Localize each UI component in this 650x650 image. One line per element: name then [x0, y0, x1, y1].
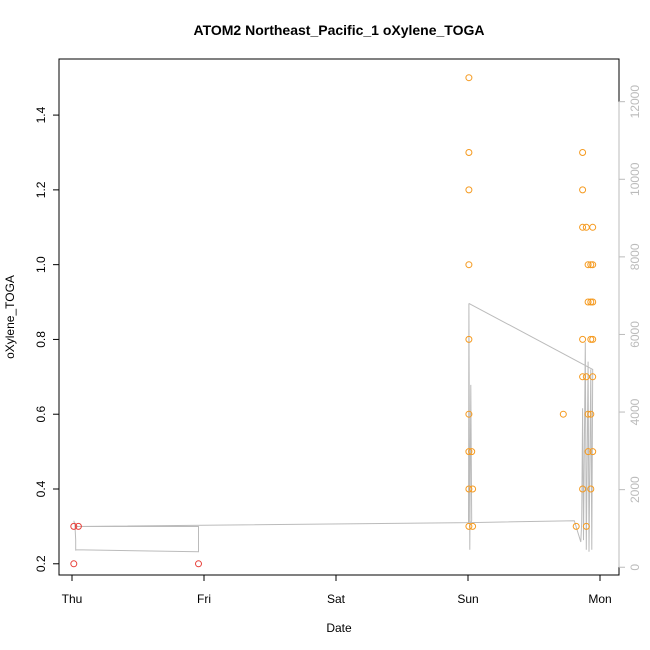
y2-tick-label: 12000 [628, 85, 642, 119]
data-point [589, 223, 597, 231]
x-axis-label: Date [326, 621, 352, 635]
data-point [579, 335, 587, 343]
points-layer [70, 74, 597, 568]
data-point [589, 373, 597, 381]
data-point [465, 261, 473, 269]
data-point [579, 223, 587, 231]
data-point [589, 261, 597, 269]
y-axis: 0.2 0.4 0.6 0.8 1.0 1.2 1.4 [34, 106, 60, 572]
data-point [469, 522, 477, 530]
data-point [587, 485, 595, 493]
y-tick-label: 1.2 [34, 181, 48, 198]
data-point [465, 410, 473, 418]
y2-tick-label: 8000 [628, 243, 642, 270]
y2-tick-label: 6000 [628, 321, 642, 348]
y-tick-label: 0.4 [34, 480, 48, 497]
secondary-y-axis: 0 2000 4000 6000 8000 10000 12000 [618, 85, 642, 571]
y2-tick-label: 10000 [628, 162, 642, 196]
data-point [465, 335, 473, 343]
data-point [589, 448, 597, 456]
x-tick-label: Fri [197, 592, 211, 606]
data-point [579, 373, 587, 381]
x-axis: Thu Fri Sat Sun Mon [62, 574, 612, 606]
x-tick-label: Sat [327, 592, 346, 606]
data-point [70, 522, 78, 530]
data-point [465, 448, 473, 456]
data-point [465, 74, 473, 82]
x-tick-label: Thu [62, 592, 83, 606]
data-point [465, 186, 473, 194]
y-tick-label: 0.6 [34, 406, 48, 423]
data-point [584, 448, 592, 456]
data-point [74, 522, 82, 530]
data-point [584, 261, 592, 269]
data-point [465, 522, 473, 530]
data-point [465, 149, 473, 156]
secondary-series-line [73, 302, 594, 553]
y-axis-label: oXylene_TOGA [3, 275, 17, 359]
data-point [589, 335, 597, 343]
data-point [579, 485, 587, 493]
chart-title: ATOM2 Northeast_Pacific_1 oXylene_TOGA [194, 22, 485, 38]
data-point [584, 298, 592, 306]
data-point [559, 410, 567, 418]
y-tick-label: 0.8 [34, 331, 48, 348]
data-point [589, 298, 597, 306]
data-point [587, 298, 595, 306]
data-point [469, 485, 477, 493]
x-tick-label: Sun [457, 592, 478, 606]
data-point [579, 186, 587, 194]
data-point [584, 410, 592, 418]
data-point [70, 560, 78, 568]
y2-tick-label: 2000 [628, 476, 642, 503]
data-point [587, 410, 595, 418]
data-point [587, 335, 595, 343]
data-point [572, 522, 580, 530]
secondary-line-layer [73, 302, 594, 553]
y-tick-label: 0.2 [34, 555, 48, 572]
x-tick-label: Mon [588, 592, 611, 606]
data-point [465, 485, 473, 493]
data-point [579, 149, 587, 156]
y2-tick-label: 0 [628, 564, 642, 571]
data-point [468, 448, 476, 456]
y2-tick-label: 4000 [628, 398, 642, 425]
data-point [195, 560, 202, 568]
y-tick-label: 1.4 [34, 106, 48, 123]
data-point [587, 261, 595, 269]
data-point [582, 522, 590, 530]
y-tick-label: 1.0 [34, 256, 48, 273]
